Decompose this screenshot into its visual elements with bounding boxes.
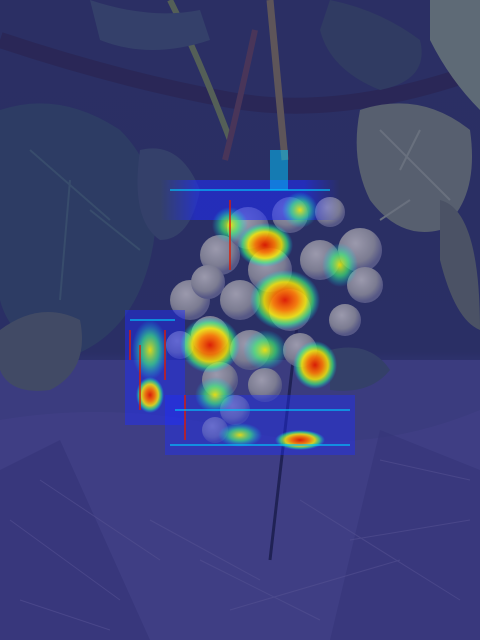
heatmap-overlay: [125, 150, 358, 455]
leaf-left: [0, 103, 156, 360]
vine-branch: [0, 32, 480, 114]
